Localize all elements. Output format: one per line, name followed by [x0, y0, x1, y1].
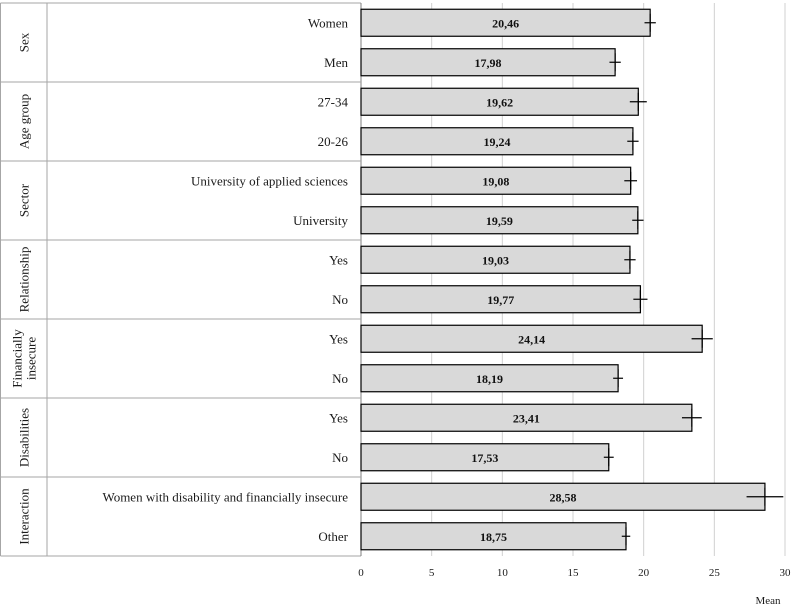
category-label: 20-26	[318, 134, 349, 149]
bar	[360, 245, 631, 274]
bars: 20,46 17,98 19,62 19,24 19,08 19,59 19,03 19,77…	[360, 8, 784, 551]
x-tick-label: 15	[568, 567, 580, 579]
bar-value-label: 18,19	[476, 372, 503, 386]
group-label: Financiallyinsecure	[10, 329, 39, 388]
x-tick-label: 10	[497, 567, 509, 579]
bar	[360, 403, 693, 432]
bar-value-label: 28,58	[549, 490, 576, 504]
group-label: Disabilities	[17, 408, 32, 467]
group-label: Sector	[17, 183, 32, 217]
bar-value-label: 17,53	[471, 451, 498, 465]
category-label: 27-34	[318, 94, 349, 109]
x-tick-label: 20	[638, 567, 650, 579]
x-tick-label: 25	[709, 567, 721, 579]
x-tick-label: 5	[429, 567, 435, 579]
category-label: No	[332, 450, 348, 465]
bar	[360, 8, 651, 37]
bar-value-label: 19,08	[482, 174, 509, 188]
group-label: Relationship	[17, 247, 32, 313]
x-axis: Mean 0 5 10 15 20 25 30	[358, 567, 791, 607]
bar-value-label: 24,14	[518, 332, 545, 346]
bar	[360, 443, 610, 472]
bar-value-label: 19,24	[483, 135, 510, 149]
group-label: Sex	[17, 32, 32, 52]
bar	[360, 364, 619, 393]
group-label: Interaction	[17, 488, 32, 545]
category-label: No	[332, 292, 348, 307]
bar	[360, 87, 639, 116]
bar	[360, 48, 616, 77]
category-label: Yes	[329, 252, 348, 267]
group-label: Age group	[17, 94, 32, 149]
bar-value-label: 19,62	[486, 95, 513, 109]
category-label: University	[293, 213, 348, 228]
category-label: Yes	[329, 410, 348, 425]
bar-value-label: 18,75	[480, 530, 507, 544]
bar-value-label: 17,98	[475, 56, 502, 70]
category-table	[0, 2, 362, 557]
category-label: Women	[308, 15, 349, 30]
category-label: University of applied sciences	[191, 173, 348, 188]
bar	[360, 127, 634, 156]
category-labels: Sex Women Men Age group 27-34 20-26 Sector Univ…	[10, 15, 349, 544]
bar-value-label: 19,03	[482, 253, 509, 267]
bar-value-label: 23,41	[513, 411, 540, 425]
category-label: Yes	[329, 331, 348, 346]
bar-value-label: 20,46	[492, 16, 519, 30]
category-label: Other	[318, 529, 348, 544]
gridlines	[431, 3, 786, 556]
bar-value-label: 19,77	[487, 293, 514, 307]
x-tick-label: 0	[358, 567, 364, 579]
bar-value-label: 19,59	[486, 214, 513, 228]
category-label: Men	[324, 55, 348, 70]
x-tick-label: 30	[780, 567, 792, 579]
category-label: Women with disability and financially in…	[102, 489, 348, 504]
category-label: No	[332, 371, 348, 386]
x-axis-title: Mean	[755, 595, 781, 607]
bar	[360, 482, 766, 511]
